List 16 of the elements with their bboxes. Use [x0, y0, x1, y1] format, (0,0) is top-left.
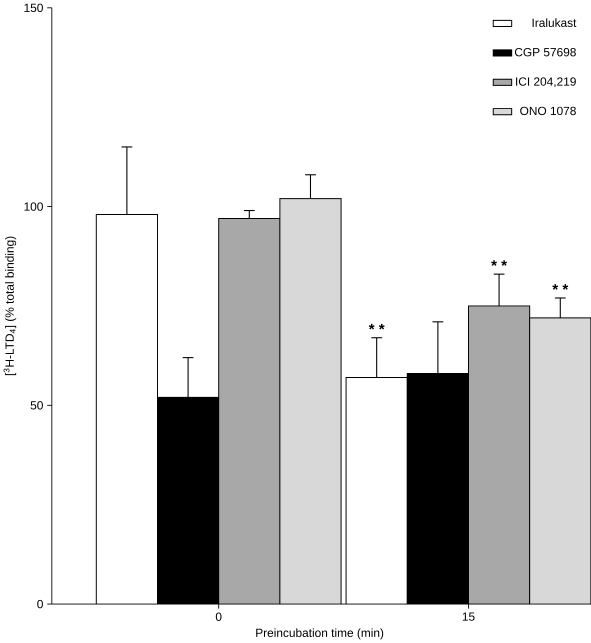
y-axis-title: [$^{3}$H-LTD$_{4}$] (% total binding)	[3, 236, 16, 376]
annotation: * *	[552, 284, 568, 290]
bar	[529, 317, 591, 605]
legend-label: ICI 204,219	[516, 77, 576, 88]
annotation: * *	[490, 260, 507, 266]
annotation: * *	[368, 324, 384, 330]
legend-label: ONO 1078	[520, 106, 576, 116]
y-tick-label: 100	[24, 202, 43, 211]
y-tick-label: 50	[30, 401, 43, 410]
y-tick-label: 150	[24, 4, 43, 12]
legend-label: Iralukast	[532, 18, 576, 28]
x-tick-label: 15	[462, 612, 474, 621]
x-axis-title: Preincubation time (min)	[256, 628, 384, 640]
legend-label: CGP 57698	[514, 48, 576, 56]
y-tick-label: 0	[37, 600, 43, 608]
bar	[279, 198, 342, 605]
